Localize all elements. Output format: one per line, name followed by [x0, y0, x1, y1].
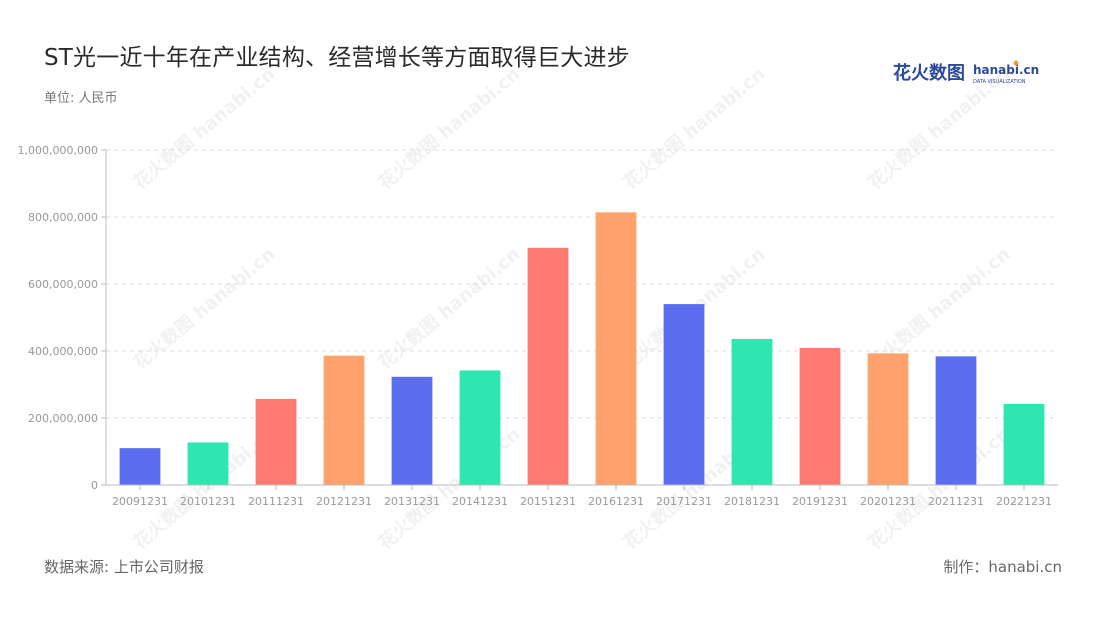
y-tick-label: 200,000,000 [28, 412, 98, 425]
x-tick-label: 20111231 [248, 495, 304, 508]
x-tick-label: 20171231 [656, 495, 712, 508]
bar-20181231[interactable] [731, 338, 773, 485]
x-tick-label: 20141231 [452, 495, 508, 508]
x-tick-label: 20121231 [316, 495, 372, 508]
watermark-text: 花火数图 hanabi.cn [374, 243, 524, 374]
bar-20141231[interactable] [459, 370, 501, 485]
bar-20121231[interactable] [323, 355, 365, 485]
x-tick-label: 20221231 [996, 495, 1052, 508]
bar-series [119, 212, 1045, 485]
watermark-text: 花火数图 hanabi.cn [374, 63, 524, 194]
x-tick-label: 20091231 [112, 495, 168, 508]
brand-logo: 花火数图 hanabi.cn DATA VISUALIZATION [893, 60, 1039, 85]
x-tick-label: 20161231 [588, 495, 644, 508]
watermark-text: 花火数图 hanabi.cn [619, 63, 769, 194]
data-source: 数据来源: 上市公司财报 [44, 558, 204, 576]
bar-20151231[interactable] [527, 247, 569, 485]
y-axis: 0 200,000,000 400,000,000 600,000,000 800,00… [18, 144, 107, 492]
bar-20201231[interactable] [867, 353, 909, 485]
x-tick-label: 20211231 [928, 495, 984, 508]
y-tick-label: 0 [91, 479, 98, 492]
watermark-text: 花火数图 hanabi.cn [129, 63, 279, 194]
bar-20191231[interactable] [799, 347, 841, 485]
bar-20211231[interactable] [935, 356, 977, 485]
bar-20091231[interactable] [119, 448, 161, 485]
y-tick-label: 800,000,000 [28, 211, 98, 224]
chart-title: ST光一近十年在产业结构、经营增长等方面取得巨大进步 [44, 45, 630, 71]
x-tick-label: 20201231 [860, 495, 916, 508]
brand-logo-cn: 花火数图 [893, 62, 965, 84]
brand-logo-en: hanabi.cn [973, 63, 1039, 77]
unit-label: 单位: 人民币 [44, 91, 118, 106]
watermark-text: 花火数图 hanabi.cn [864, 63, 1014, 194]
bar-20221231[interactable] [1003, 403, 1045, 485]
bar-20101231[interactable] [187, 442, 229, 485]
brand-logo-sub: DATA VISUALIZATION [973, 79, 1026, 85]
x-tick-label: 20191231 [792, 495, 848, 508]
x-axis: 20091231 20101231 20111231 20121231 20131231… [106, 484, 1058, 508]
credit: 制作：hanabi.cn [943, 558, 1062, 576]
x-tick-label: 20151231 [520, 495, 576, 508]
brand-spark-icon [1013, 60, 1019, 66]
bar-20171231[interactable] [663, 304, 705, 485]
y-tick-label: 600,000,000 [28, 278, 98, 291]
watermark-text: 花火数图 hanabi.cn [129, 243, 279, 374]
bar-20161231[interactable] [595, 212, 637, 485]
x-tick-label: 20181231 [724, 495, 780, 508]
x-tick-label: 20101231 [180, 495, 236, 508]
bar-20131231[interactable] [391, 376, 433, 485]
y-tick-label: 1,000,000,000 [18, 144, 98, 157]
x-tick-label: 20131231 [384, 495, 440, 508]
bar-20111231[interactable] [255, 398, 297, 485]
y-tick-label: 400,000,000 [28, 345, 98, 358]
